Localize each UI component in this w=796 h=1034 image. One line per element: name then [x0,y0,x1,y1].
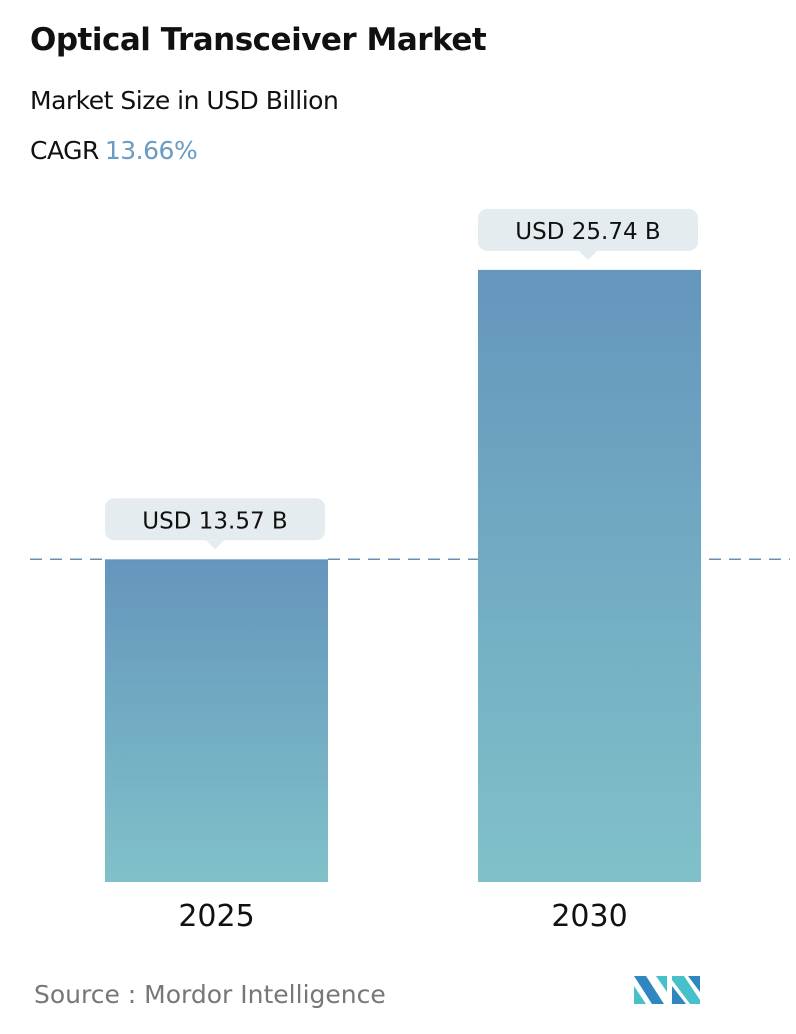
cagr: CAGR 13.66% [30,136,198,165]
bar-2030 [478,269,701,882]
data-label-pointer [579,250,597,260]
cagr-label: CAGR [30,136,99,165]
data-label-bubble [105,498,325,541]
bar-chart: USD 13.57 B 2025 USD 25.74 B 2030 [30,208,790,934]
data-label: USD 13.57 B [142,508,287,534]
bar-2025 [105,559,328,882]
data-label-pointer [206,540,224,550]
chart-title: Optical Transceiver Market [30,22,487,58]
data-label-bubble [478,208,698,251]
cagr-value: 13.66% [104,136,198,165]
chart-subtitle: Market Size in USD Billion [30,86,339,115]
source-text: Source : Mordor Intelligence [34,980,386,1009]
data-label: USD 25.74 B [515,219,660,245]
x-tick-label: 2030 [551,899,627,934]
mordor-intelligence-logo [634,976,700,1004]
x-tick-label: 2025 [178,899,254,934]
